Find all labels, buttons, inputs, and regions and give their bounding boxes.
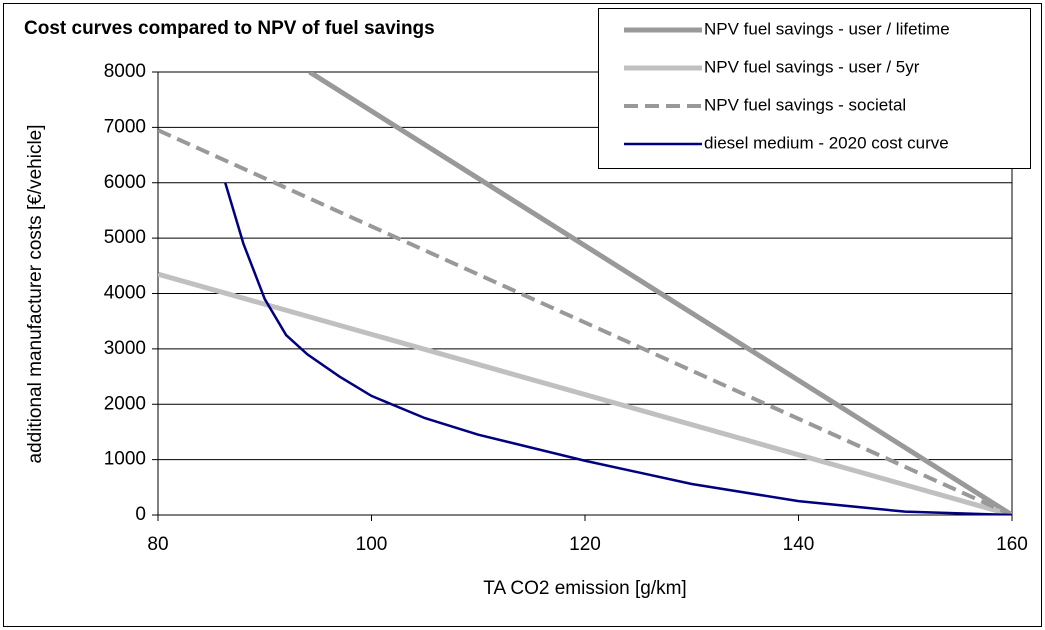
y-axis-label: additional manufacturer costs [€/vehicle… [25,124,46,463]
x-tick-label: 140 [783,534,815,555]
series-line [308,72,1012,515]
x-tick-label: 80 [147,534,168,555]
y-tick-label: 4000 [104,283,146,304]
y-tick-label: 8000 [104,61,146,82]
y-tick-label: 3000 [104,338,146,359]
legend-label: NPV fuel savings - user / lifetime [704,19,950,38]
x-tick-label: 160 [996,534,1028,555]
y-tick-label: 6000 [104,172,146,193]
legend-box [598,8,1031,169]
x-tick-label: 100 [356,534,388,555]
legend-label: NPV fuel savings - societal [704,95,906,114]
x-tick-label: 120 [569,534,601,555]
series-line [158,271,1012,515]
plot-border [157,71,1013,516]
y-tick-label: 5000 [104,227,146,248]
y-tick-label: 7000 [104,116,146,137]
y-tick-label: 1000 [104,449,146,470]
legend-label: diesel medium - 2020 cost curve [704,133,949,152]
chart-title: Cost curves compared to NPV of fuel savi… [24,18,435,39]
legend-label: NPV fuel savings - user / 5yr [704,57,920,76]
y-tick-label: 2000 [104,393,146,414]
x-axis-label: TA CO2 emission [g/km] [483,578,686,599]
series-line [158,128,1012,515]
series-line [224,182,1012,515]
y-tick-label: 0 [135,504,146,525]
